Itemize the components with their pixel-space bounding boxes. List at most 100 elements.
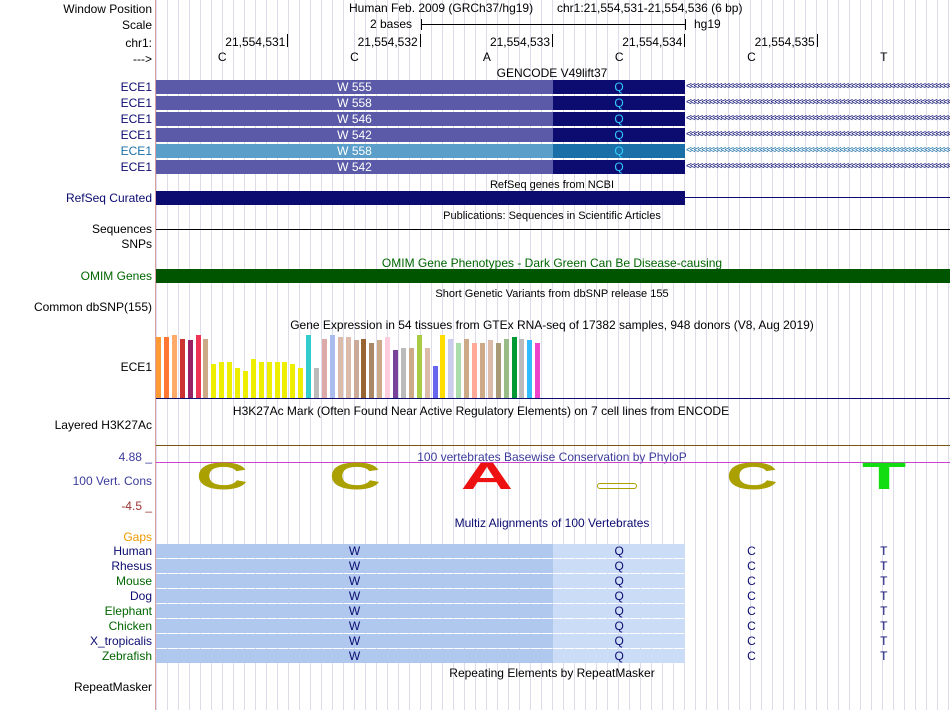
gencode-transcript[interactable]: W 542 Q <<<<<<<<<<<<<<<<<<<<<<<<<<<<<<<<<<… xyxy=(156,160,950,174)
gtex-tissue-bar[interactable] xyxy=(314,368,319,398)
gtex-tissue-bar[interactable] xyxy=(298,368,304,398)
multiz-species-label[interactable]: Human xyxy=(113,544,152,558)
gtex-tissue-bar[interactable] xyxy=(211,363,217,398)
gtex-tissue-bar[interactable] xyxy=(235,368,240,398)
grid-line xyxy=(904,0,905,710)
gtex-tissue-bar[interactable] xyxy=(306,334,312,398)
gtex-tissue-bar[interactable] xyxy=(456,343,462,398)
gtex-tissue-bar[interactable] xyxy=(337,336,343,398)
repeatmasker-track-label[interactable]: RepeatMasker xyxy=(73,680,152,694)
gtex-expression-bars[interactable] xyxy=(156,332,556,398)
gtex-tissue-bar[interactable] xyxy=(369,343,375,398)
gtex-tissue-bar[interactable] xyxy=(511,336,517,398)
phylop-track-label[interactable]: 100 Vert. Cons xyxy=(72,474,152,488)
h3k27ac-track-label[interactable]: Layered H3K27Ac xyxy=(54,418,152,432)
gtex-tissue-bar[interactable] xyxy=(274,361,280,398)
multiz-gaps-label[interactable]: Gaps xyxy=(123,530,152,544)
gtex-tissue-bar[interactable] xyxy=(503,338,509,398)
gtex-tissue-bar[interactable] xyxy=(479,343,485,398)
multiz-species-label[interactable]: Dog xyxy=(129,589,152,603)
gencode-transcript-label[interactable]: ECE1 xyxy=(120,96,152,110)
dna-base: C xyxy=(747,50,756,64)
omim-gene-bar[interactable] xyxy=(156,269,950,283)
publications-track-label[interactable]: Sequences xyxy=(91,222,152,236)
gencode-transcript-label[interactable]: ECE1 xyxy=(120,144,152,158)
gencode-transcript-label[interactable]: ECE1 xyxy=(120,160,152,174)
gtex-tissue-bar[interactable] xyxy=(258,361,264,398)
gtex-tissue-bar[interactable] xyxy=(203,338,209,398)
gtex-tissue-bar[interactable] xyxy=(527,339,533,398)
gtex-tissue-bar[interactable] xyxy=(353,339,359,398)
gtex-tissue-bar[interactable] xyxy=(448,338,454,398)
strand-label[interactable]: ---> xyxy=(133,52,152,66)
gencode-transcript-label[interactable]: ECE1 xyxy=(120,112,152,126)
gencode-transcript[interactable]: W 542 Q <<<<<<<<<<<<<<<<<<<<<<<<<<<<<<<<<<… xyxy=(156,128,950,142)
gtex-tissue-bar[interactable] xyxy=(361,338,367,398)
multiz-species-label[interactable]: Rhesus xyxy=(111,559,152,573)
multiz-species-label[interactable]: Mouse xyxy=(115,574,152,588)
snps-track-label[interactable]: SNPs xyxy=(121,237,152,251)
gtex-tissue-bar[interactable] xyxy=(219,361,225,398)
multiz-aa-w: W xyxy=(348,604,361,618)
gtex-tissue-bar[interactable] xyxy=(329,334,335,398)
gtex-tissue-bar[interactable] xyxy=(250,359,256,398)
omim-track-label[interactable]: OMIM Genes xyxy=(80,269,152,283)
gtex-tissue-bar[interactable] xyxy=(321,338,327,398)
gtex-tissue-bar[interactable] xyxy=(377,339,383,398)
refseq-track-label[interactable]: RefSeq Curated xyxy=(65,191,152,205)
gtex-tissue-bar[interactable] xyxy=(290,363,296,398)
gtex-tissue-bar[interactable] xyxy=(345,336,351,398)
gencode-transcript[interactable]: W 558 Q <<<<<<<<<<<<<<<<<<<<<<<<<<<<<<<<<<… xyxy=(156,96,950,110)
grid-line xyxy=(376,0,377,710)
gencode-transcript-label[interactable]: ECE1 xyxy=(120,80,152,94)
repeatmasker-track-title: Repeating Elements by RepeatMasker xyxy=(449,666,655,680)
gtex-tissue-bar[interactable] xyxy=(195,334,201,398)
gtex-tissue-bar[interactable] xyxy=(163,336,169,398)
dbsnp-track-label[interactable]: Common dbSNP(155) xyxy=(33,300,152,314)
gtex-tissue-bar[interactable] xyxy=(156,336,161,398)
gencode-transcript[interactable]: W 558 Q <<<<<<<<<<<<<<<<<<<<<<<<<<<<<<<<<<… xyxy=(156,144,950,158)
gtex-tissue-bar[interactable] xyxy=(487,339,493,398)
gtex-tissue-bar[interactable] xyxy=(472,343,477,398)
gtex-tissue-bar[interactable] xyxy=(416,334,422,398)
gtex-tissue-bar[interactable] xyxy=(495,343,501,398)
gtex-tissue-bar[interactable] xyxy=(282,361,288,398)
gtex-tissue-bar[interactable] xyxy=(171,334,177,398)
grid-line xyxy=(299,0,300,710)
gtex-tissue-bar[interactable] xyxy=(408,347,414,398)
multiz-species-label[interactable]: Chicken xyxy=(108,619,152,633)
multiz-species-label[interactable]: Elephant xyxy=(104,604,152,618)
gtex-tissue-bar[interactable] xyxy=(535,343,541,398)
multiz-base-t: T xyxy=(880,574,888,588)
gtex-tissue-bar[interactable] xyxy=(440,334,446,398)
gtex-tissue-bar[interactable] xyxy=(424,347,430,398)
gencode-transcript[interactable]: W 546 Q <<<<<<<<<<<<<<<<<<<<<<<<<<<<<<<<<<… xyxy=(156,112,950,126)
gtex-tissue-bar[interactable] xyxy=(432,366,438,398)
multiz-species-label[interactable]: X_tropicalis xyxy=(89,634,152,648)
gtex-tissue-bar[interactable] xyxy=(393,349,398,398)
gencode-transcript[interactable]: W 555 Q <<<<<<<<<<<<<<<<<<<<<<<<<<<<<<<<<<… xyxy=(156,80,950,94)
gtex-tissue-bar[interactable] xyxy=(187,339,193,398)
gtex-tissue-bar[interactable] xyxy=(385,336,391,398)
gtex-tissue-bar[interactable] xyxy=(242,370,248,398)
gencode-transcript-label[interactable]: ECE1 xyxy=(120,128,152,142)
gtex-tissue-bar[interactable] xyxy=(266,361,272,398)
gtex-tissue-bar[interactable] xyxy=(464,338,470,398)
gtex-gene-label[interactable]: ECE1 xyxy=(120,360,152,374)
gtex-tissue-bar[interactable] xyxy=(179,338,185,398)
gtex-tissue-bar[interactable] xyxy=(400,347,406,398)
refseq-exon[interactable] xyxy=(156,191,685,205)
grid-line xyxy=(706,0,707,710)
multiz-species-label[interactable]: Zebrafish xyxy=(101,649,152,663)
multiz-aa-w: W xyxy=(348,589,361,603)
gtex-tissue-bar[interactable] xyxy=(519,338,525,398)
gtex-tissue-bar[interactable] xyxy=(227,361,233,398)
